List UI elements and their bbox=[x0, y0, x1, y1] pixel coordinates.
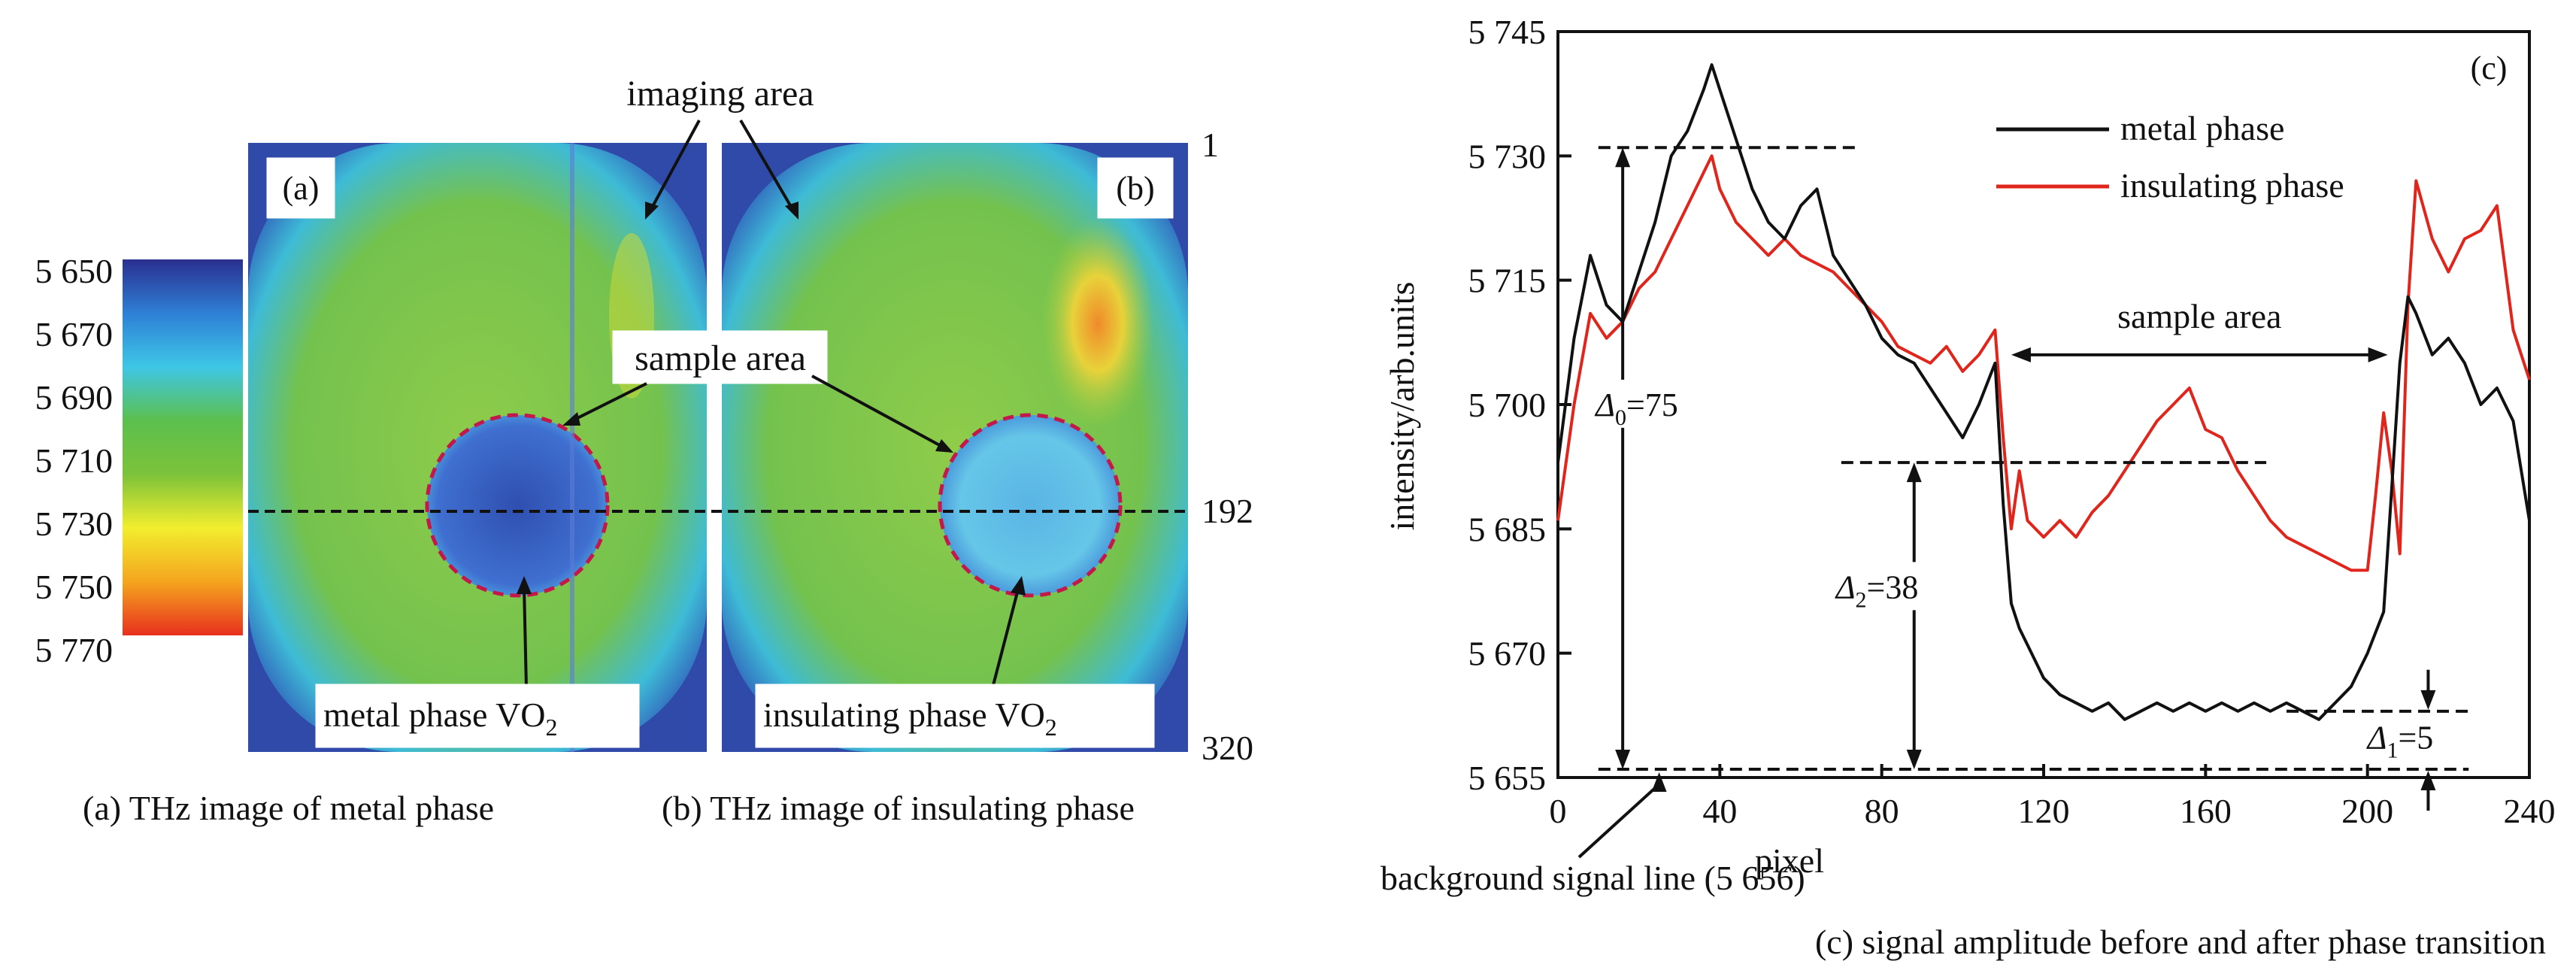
colorbar: 5 650 5 670 5 690 5 710 5 730 5 750 5 770 bbox=[35, 252, 243, 669]
caption-a: (a) THz image of metal phase bbox=[83, 789, 494, 827]
legend-label-insulating: insulating phase bbox=[2120, 166, 2344, 205]
sample-area-arrowhead-left bbox=[2011, 347, 2031, 362]
panel-a-label-box bbox=[266, 157, 335, 219]
background-leader-head bbox=[1651, 772, 1667, 792]
y-tick-label: 5 700 bbox=[1468, 386, 1547, 424]
x-tick-label: 160 bbox=[2180, 792, 2232, 830]
y-tick-label: 5 745 bbox=[1468, 13, 1547, 51]
imaging-area-arrow-b bbox=[739, 119, 795, 212]
x-tick-label: 200 bbox=[2341, 792, 2393, 830]
imaging-area-arrowhead-a bbox=[645, 202, 659, 220]
y-axis-label: intensity/arb.units bbox=[1383, 282, 1421, 531]
series-layer bbox=[1556, 63, 2531, 721]
insulating-phase-box bbox=[755, 684, 1155, 748]
colorbar-tick-label: 5 730 bbox=[35, 505, 114, 543]
delta0-label: Δ0=75 bbox=[1594, 387, 1678, 430]
colorbar-ticks: 5 650 5 670 5 690 5 710 5 730 5 750 5 770 bbox=[35, 252, 114, 669]
sample-area-arrowhead-right bbox=[2368, 347, 2388, 362]
y-tick-label: 5 655 bbox=[1468, 759, 1547, 797]
delta2-arrowhead-top bbox=[1906, 462, 1922, 483]
image-b-hot-spot bbox=[1041, 218, 1154, 429]
delta0-arrowhead-top bbox=[1615, 147, 1631, 168]
chart-sample-area-label: sample area bbox=[2117, 297, 2281, 335]
colorbar-tick-label: 5 650 bbox=[35, 252, 114, 290]
series-metal-phase bbox=[1556, 63, 2531, 721]
x-axis-ticks: 0 40 80 120 160 200 240 bbox=[1550, 764, 2556, 830]
legend-label-metal: metal phase bbox=[2120, 109, 2284, 147]
colorbar-tick-label: 5 750 bbox=[35, 568, 114, 606]
sample-area-arrowhead-a bbox=[562, 412, 580, 426]
caption-b: (b) THz image of insulating phase bbox=[662, 789, 1135, 827]
x-tick-label: 80 bbox=[1865, 792, 1899, 830]
legend: metal phase insulating phase bbox=[1996, 109, 2344, 205]
x-tick-label: 120 bbox=[2018, 792, 2070, 830]
y-tick-label: 5 685 bbox=[1468, 510, 1547, 548]
delta1-arrowhead-bottom bbox=[2420, 770, 2436, 790]
annotation-layer: Δ0=75 Δ2=38 Δ1=5 sample area background sign… bbox=[1380, 146, 2469, 897]
sample-outline-b bbox=[938, 413, 1123, 598]
thz-image-b bbox=[722, 143, 1188, 752]
delta2-box bbox=[1831, 562, 1952, 611]
y-tick-label: 5 715 bbox=[1468, 262, 1547, 300]
colorbar-tick-label: 5 710 bbox=[35, 441, 114, 480]
sample-area-box bbox=[612, 330, 828, 384]
metal-phase-arrowhead bbox=[517, 576, 532, 594]
delta1-arrowhead-top bbox=[2420, 690, 2436, 710]
metal-phase-arrow bbox=[523, 586, 528, 689]
series-insulating-phase bbox=[1556, 154, 2531, 572]
insulating-phase-arrowhead bbox=[1011, 576, 1026, 596]
colorbar-rect bbox=[123, 259, 243, 635]
imaging-area-arrow-a bbox=[649, 120, 701, 211]
metal-phase-box bbox=[315, 684, 640, 748]
y-tick-label: 5 730 bbox=[1468, 137, 1547, 175]
panel-a-label: (a) bbox=[283, 170, 320, 207]
insulating-phase-arrow bbox=[991, 586, 1020, 689]
insulating-phase-label: insulating phase VO2 bbox=[763, 696, 1057, 741]
delta0-box bbox=[1593, 379, 1706, 428]
colorbar-tick-label: 5 690 bbox=[35, 378, 114, 417]
x-axis-label: pixel bbox=[1755, 841, 1824, 880]
y-axis-ticks: 5 655 5 670 5 685 5 700 5 715 5 730 5 745 bbox=[1468, 13, 1571, 797]
delta2-label: Δ2=38 bbox=[1835, 568, 1919, 612]
imaging-area-arrowhead-b bbox=[785, 202, 799, 220]
panel-b-label: (b) bbox=[1116, 170, 1154, 207]
sample-area-arrow-b bbox=[811, 374, 944, 449]
colorbar-tick-label: 5 670 bbox=[35, 315, 114, 353]
panel-c-label: (c) bbox=[2471, 50, 2508, 86]
row-tick-320: 320 bbox=[1202, 729, 1253, 767]
x-tick-label: 240 bbox=[2504, 792, 2556, 830]
sample-area-arrowhead-b bbox=[935, 439, 953, 453]
thz-image-a bbox=[248, 143, 707, 752]
sample-disc-b bbox=[940, 415, 1120, 596]
background-leader bbox=[1577, 783, 1660, 859]
sample-outline-a bbox=[425, 413, 610, 598]
caption-c: (c) signal amplitude before and after ph… bbox=[1815, 923, 2546, 961]
background-signal-label: background signal line (5 656) bbox=[1380, 859, 1805, 897]
y-tick-label: 5 670 bbox=[1468, 635, 1547, 673]
imaging-area-label: imaging area bbox=[626, 74, 814, 114]
metal-phase-label: metal phase VO2 bbox=[323, 696, 558, 741]
colorbar-tick-label: 5 770 bbox=[35, 631, 114, 669]
sample-area-label: sample area bbox=[635, 338, 806, 378]
panel-b-label-box bbox=[1097, 157, 1174, 219]
sample-area-arrow-a bbox=[571, 382, 647, 423]
row-tick-1: 1 bbox=[1202, 126, 1219, 164]
x-tick-label: 40 bbox=[1702, 792, 1737, 830]
delta0-arrowhead-bottom bbox=[1615, 749, 1631, 769]
x-tick-label: 0 bbox=[1550, 792, 1567, 830]
delta2-arrowhead-bottom bbox=[1906, 749, 1922, 769]
delta1-label: Δ1=5 bbox=[2366, 719, 2434, 762]
sample-disc-a bbox=[427, 415, 608, 596]
image-a-seam bbox=[570, 143, 574, 752]
line-chart: 5 655 5 670 5 685 5 700 5 715 5 730 5 745 0 40 8… bbox=[1380, 13, 2556, 961]
row-tick-192: 192 bbox=[1202, 492, 1253, 530]
